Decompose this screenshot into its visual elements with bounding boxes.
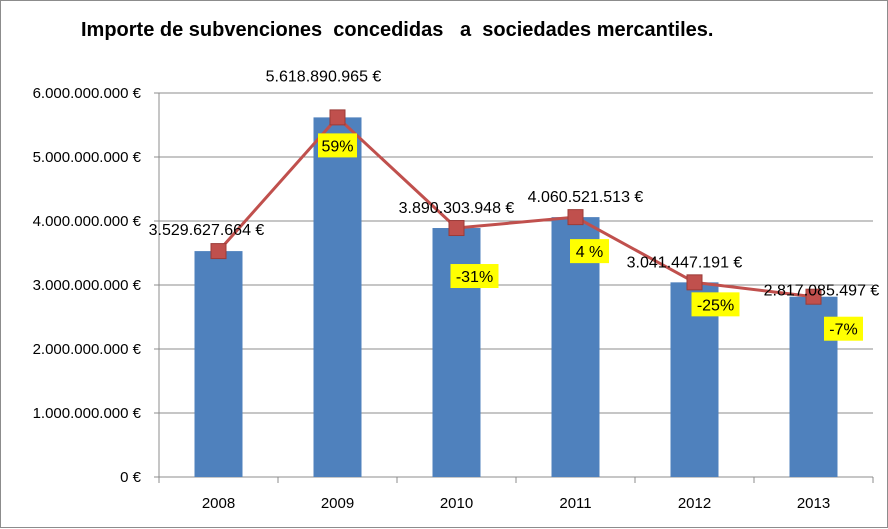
bar-2008 [194,251,243,477]
x-tick-label: 2009 [321,495,354,512]
change-label: -7% [829,322,857,339]
y-tick-label: 3.000.000.000 € [33,277,142,294]
y-tick-label: 2.000.000.000 € [33,341,142,358]
line-marker-2012 [686,274,703,291]
change-label: -25% [697,297,734,314]
value-label: 4.060.521.513 € [528,189,644,206]
y-tick-label: 5.000.000.000 € [33,149,142,166]
y-tick-label: 6.000.000.000 € [33,85,142,102]
line-series [217,115,814,299]
line-marker-2010 [448,220,465,237]
y-tick-label: 4.000.000.000 € [33,213,142,230]
value-label: 2.817.085.497 € [764,283,880,300]
x-tick-label: 2011 [559,495,591,512]
y-tick-label: 1.000.000.000 € [33,405,142,422]
line-marker-2008 [210,243,227,260]
change-label-box [691,292,740,317]
change-label-box [570,239,609,264]
change-label: 4 % [576,244,604,261]
value-label: 3.890.303.948 € [399,200,515,217]
line-marker-2009 [329,109,346,126]
change-label: -31% [456,269,493,286]
change-label-box [824,316,863,341]
y-tick-label: 0 € [120,469,142,486]
chart-title: Importe de subvenciones concedidas a soc… [81,19,714,41]
change-label: 59% [321,138,353,155]
bar-2009 [313,117,362,477]
line-marker-2013 [805,288,822,305]
x-tick-label: 2008 [202,495,235,512]
x-tick-label: 2013 [797,495,830,512]
value-label: 5.618.890.965 € [266,68,382,85]
x-tick-label: 2012 [678,495,711,512]
line-marker-2011 [567,209,584,226]
value-label: 3.041.447.191 € [627,254,743,271]
change-label-box [450,264,499,289]
change-label-box [318,133,357,158]
x-tick-label: 2010 [440,495,473,512]
value-label: 3.529.627.664 € [149,222,265,239]
